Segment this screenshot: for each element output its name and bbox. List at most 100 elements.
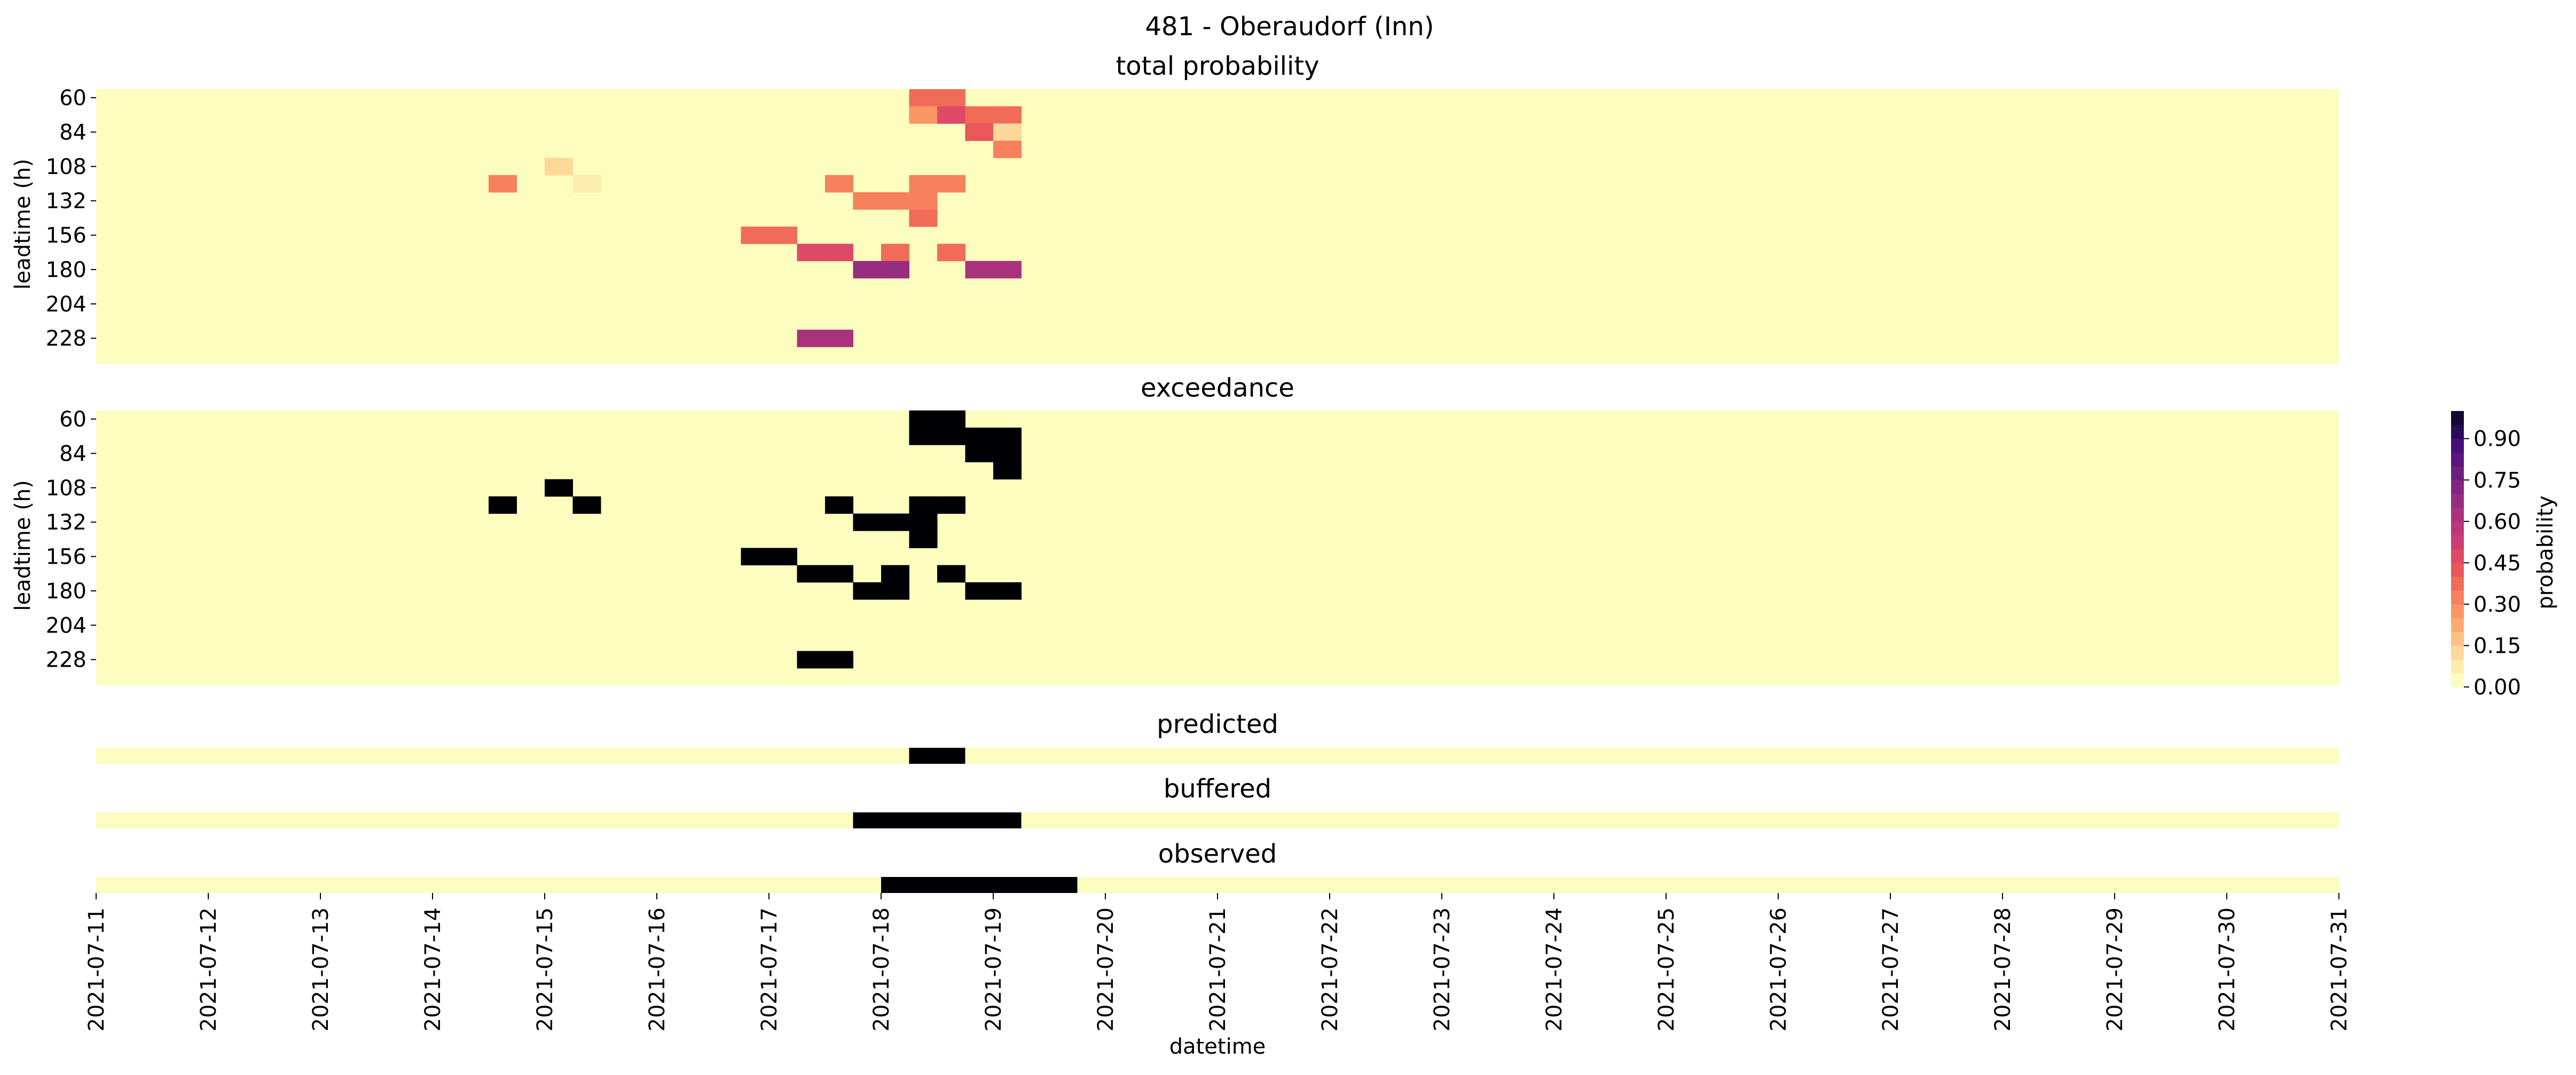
colorbar-bands bbox=[2451, 411, 2464, 687]
y-tick-label: 84 bbox=[59, 441, 87, 466]
panel-title: total probability bbox=[1116, 51, 1319, 81]
heatmap-cell bbox=[881, 582, 909, 600]
x-tick-label: 2021-07-27 bbox=[1879, 907, 1903, 1031]
heatmap-cell bbox=[937, 565, 965, 583]
x-tick-label: 2021-07-20 bbox=[1094, 907, 1118, 1031]
event-period bbox=[881, 877, 1078, 893]
heatmap-cell bbox=[489, 175, 517, 193]
heatmap-cell bbox=[853, 192, 882, 210]
heatmap-cell bbox=[909, 496, 938, 514]
colorbar-band bbox=[2451, 438, 2464, 453]
colorbar-band bbox=[2451, 452, 2464, 467]
x-tick-label: 2021-07-13 bbox=[309, 907, 333, 1031]
heatmap-cell bbox=[825, 243, 853, 262]
colorbar-band bbox=[2451, 631, 2464, 646]
heatmap-cell bbox=[881, 513, 909, 531]
x-ticks: 2021-07-11 2021-07-12 2021-07-13 2021-07-14… bbox=[84, 893, 2352, 1031]
y-tick-label: 228 bbox=[46, 648, 87, 673]
heatmap-cell bbox=[853, 582, 882, 600]
x-tick-label: 2021-07-31 bbox=[2327, 907, 2352, 1031]
heatmap-cell bbox=[993, 582, 1022, 600]
figure-title: 481 - Oberaudorf (Inn) bbox=[1145, 12, 1434, 42]
strip-periods bbox=[909, 748, 965, 764]
y-tick-label: 84 bbox=[59, 120, 87, 145]
heatmap-cell bbox=[881, 260, 909, 279]
heatmap-cell bbox=[993, 260, 1022, 279]
heatmap-cell bbox=[825, 651, 853, 669]
colorbar-band bbox=[2451, 480, 2464, 494]
heatmap-cell bbox=[909, 513, 938, 531]
heatmap-cell bbox=[993, 428, 1022, 445]
y-tick-label: 180 bbox=[46, 579, 87, 604]
colorbar-band bbox=[2451, 576, 2464, 591]
heatmap-cell bbox=[741, 226, 769, 244]
colorbar-tick-label: 0.30 bbox=[2473, 592, 2521, 617]
x-tick-label: 2021-07-23 bbox=[1430, 907, 1455, 1031]
event-period bbox=[853, 812, 1022, 828]
colorbar-tick-label: 0.45 bbox=[2473, 551, 2521, 575]
heatmap-cell bbox=[769, 548, 797, 566]
panel-title: observed bbox=[1158, 839, 1277, 869]
y-tick-label: 132 bbox=[46, 189, 87, 214]
heatmap-cell bbox=[993, 462, 1022, 480]
y-tick-label: 180 bbox=[46, 258, 87, 282]
y-tick-label: 60 bbox=[59, 407, 87, 432]
heatmap-background bbox=[96, 89, 2339, 364]
heatmap-cell bbox=[965, 106, 994, 124]
colorbar: 0.00 0.15 0.30 0.45 0.60 0.75 0.90 probability bbox=[2451, 411, 2558, 700]
panel-predicted: predicted bbox=[96, 709, 2339, 764]
y-ticks: 60 84 108 132 156 180 204 228 bbox=[46, 407, 96, 673]
panel-title: predicted bbox=[1157, 709, 1278, 739]
heatmap-cell bbox=[909, 428, 938, 445]
colorbar-band bbox=[2451, 494, 2464, 508]
colorbar-band bbox=[2451, 673, 2464, 687]
colorbar-tick-label: 0.00 bbox=[2473, 675, 2521, 700]
heatmap-cell bbox=[545, 479, 573, 497]
heatmap-cell bbox=[937, 175, 965, 193]
colorbar-band bbox=[2451, 645, 2464, 660]
y-tick-label: 228 bbox=[46, 327, 87, 351]
heatmap-cell bbox=[965, 428, 994, 445]
colorbar-tick-label: 0.60 bbox=[2473, 510, 2521, 534]
heatmap-cell bbox=[489, 496, 517, 514]
heatmap-cell bbox=[965, 582, 994, 600]
heatmap-cells bbox=[489, 89, 1022, 347]
heatmap-cell bbox=[797, 243, 826, 262]
heatmap-cell bbox=[993, 123, 1022, 141]
colorbar-label: probability bbox=[2533, 495, 2558, 609]
heatmap-cell bbox=[937, 243, 965, 262]
heatmap-cell bbox=[993, 445, 1022, 463]
heatmap-cell bbox=[545, 157, 573, 176]
x-tick-label: 2021-07-21 bbox=[1206, 907, 1230, 1031]
y-tick-label: 108 bbox=[46, 155, 87, 179]
x-tick-label: 2021-07-24 bbox=[1542, 907, 1567, 1031]
heatmap-cell bbox=[881, 565, 909, 583]
colorbar-band bbox=[2451, 563, 2464, 577]
x-tick-label: 2021-07-28 bbox=[1991, 907, 2015, 1031]
x-tick-label: 2021-07-26 bbox=[1766, 907, 1791, 1031]
heatmap-cell bbox=[909, 175, 938, 193]
x-tick-label: 2021-07-15 bbox=[533, 907, 557, 1031]
colorbar-band bbox=[2451, 411, 2464, 425]
colorbar-tick-label: 0.75 bbox=[2473, 468, 2521, 493]
y-tick-label: 108 bbox=[46, 476, 87, 501]
heatmap-cell bbox=[965, 260, 994, 279]
heatmap-cell bbox=[825, 496, 853, 514]
panel-total-probability: total probability leadtime (h) 60 84 108 13… bbox=[11, 51, 2339, 364]
heatmap-cell bbox=[769, 226, 797, 244]
y-tick-label: 204 bbox=[46, 613, 87, 638]
colorbar-band bbox=[2451, 618, 2464, 633]
colorbar-band bbox=[2451, 535, 2464, 549]
y-tick-label: 60 bbox=[59, 86, 87, 110]
heatmap-cell bbox=[853, 260, 882, 279]
y-tick-label: 156 bbox=[46, 224, 87, 248]
strip-background bbox=[96, 877, 2339, 893]
x-tick-label: 2021-07-25 bbox=[1654, 907, 1679, 1031]
colorbar-tick-label: 0.90 bbox=[2473, 427, 2521, 452]
strip-periods bbox=[881, 877, 1078, 893]
heatmap-cell bbox=[797, 651, 826, 669]
panel-title: exceedance bbox=[1141, 373, 1294, 403]
heatmap-cell bbox=[937, 496, 965, 514]
panel-exceedance: exceedance leadtime (h) 60 84 108 132 156 180… bbox=[11, 373, 2339, 685]
colorbar-band bbox=[2451, 590, 2464, 605]
